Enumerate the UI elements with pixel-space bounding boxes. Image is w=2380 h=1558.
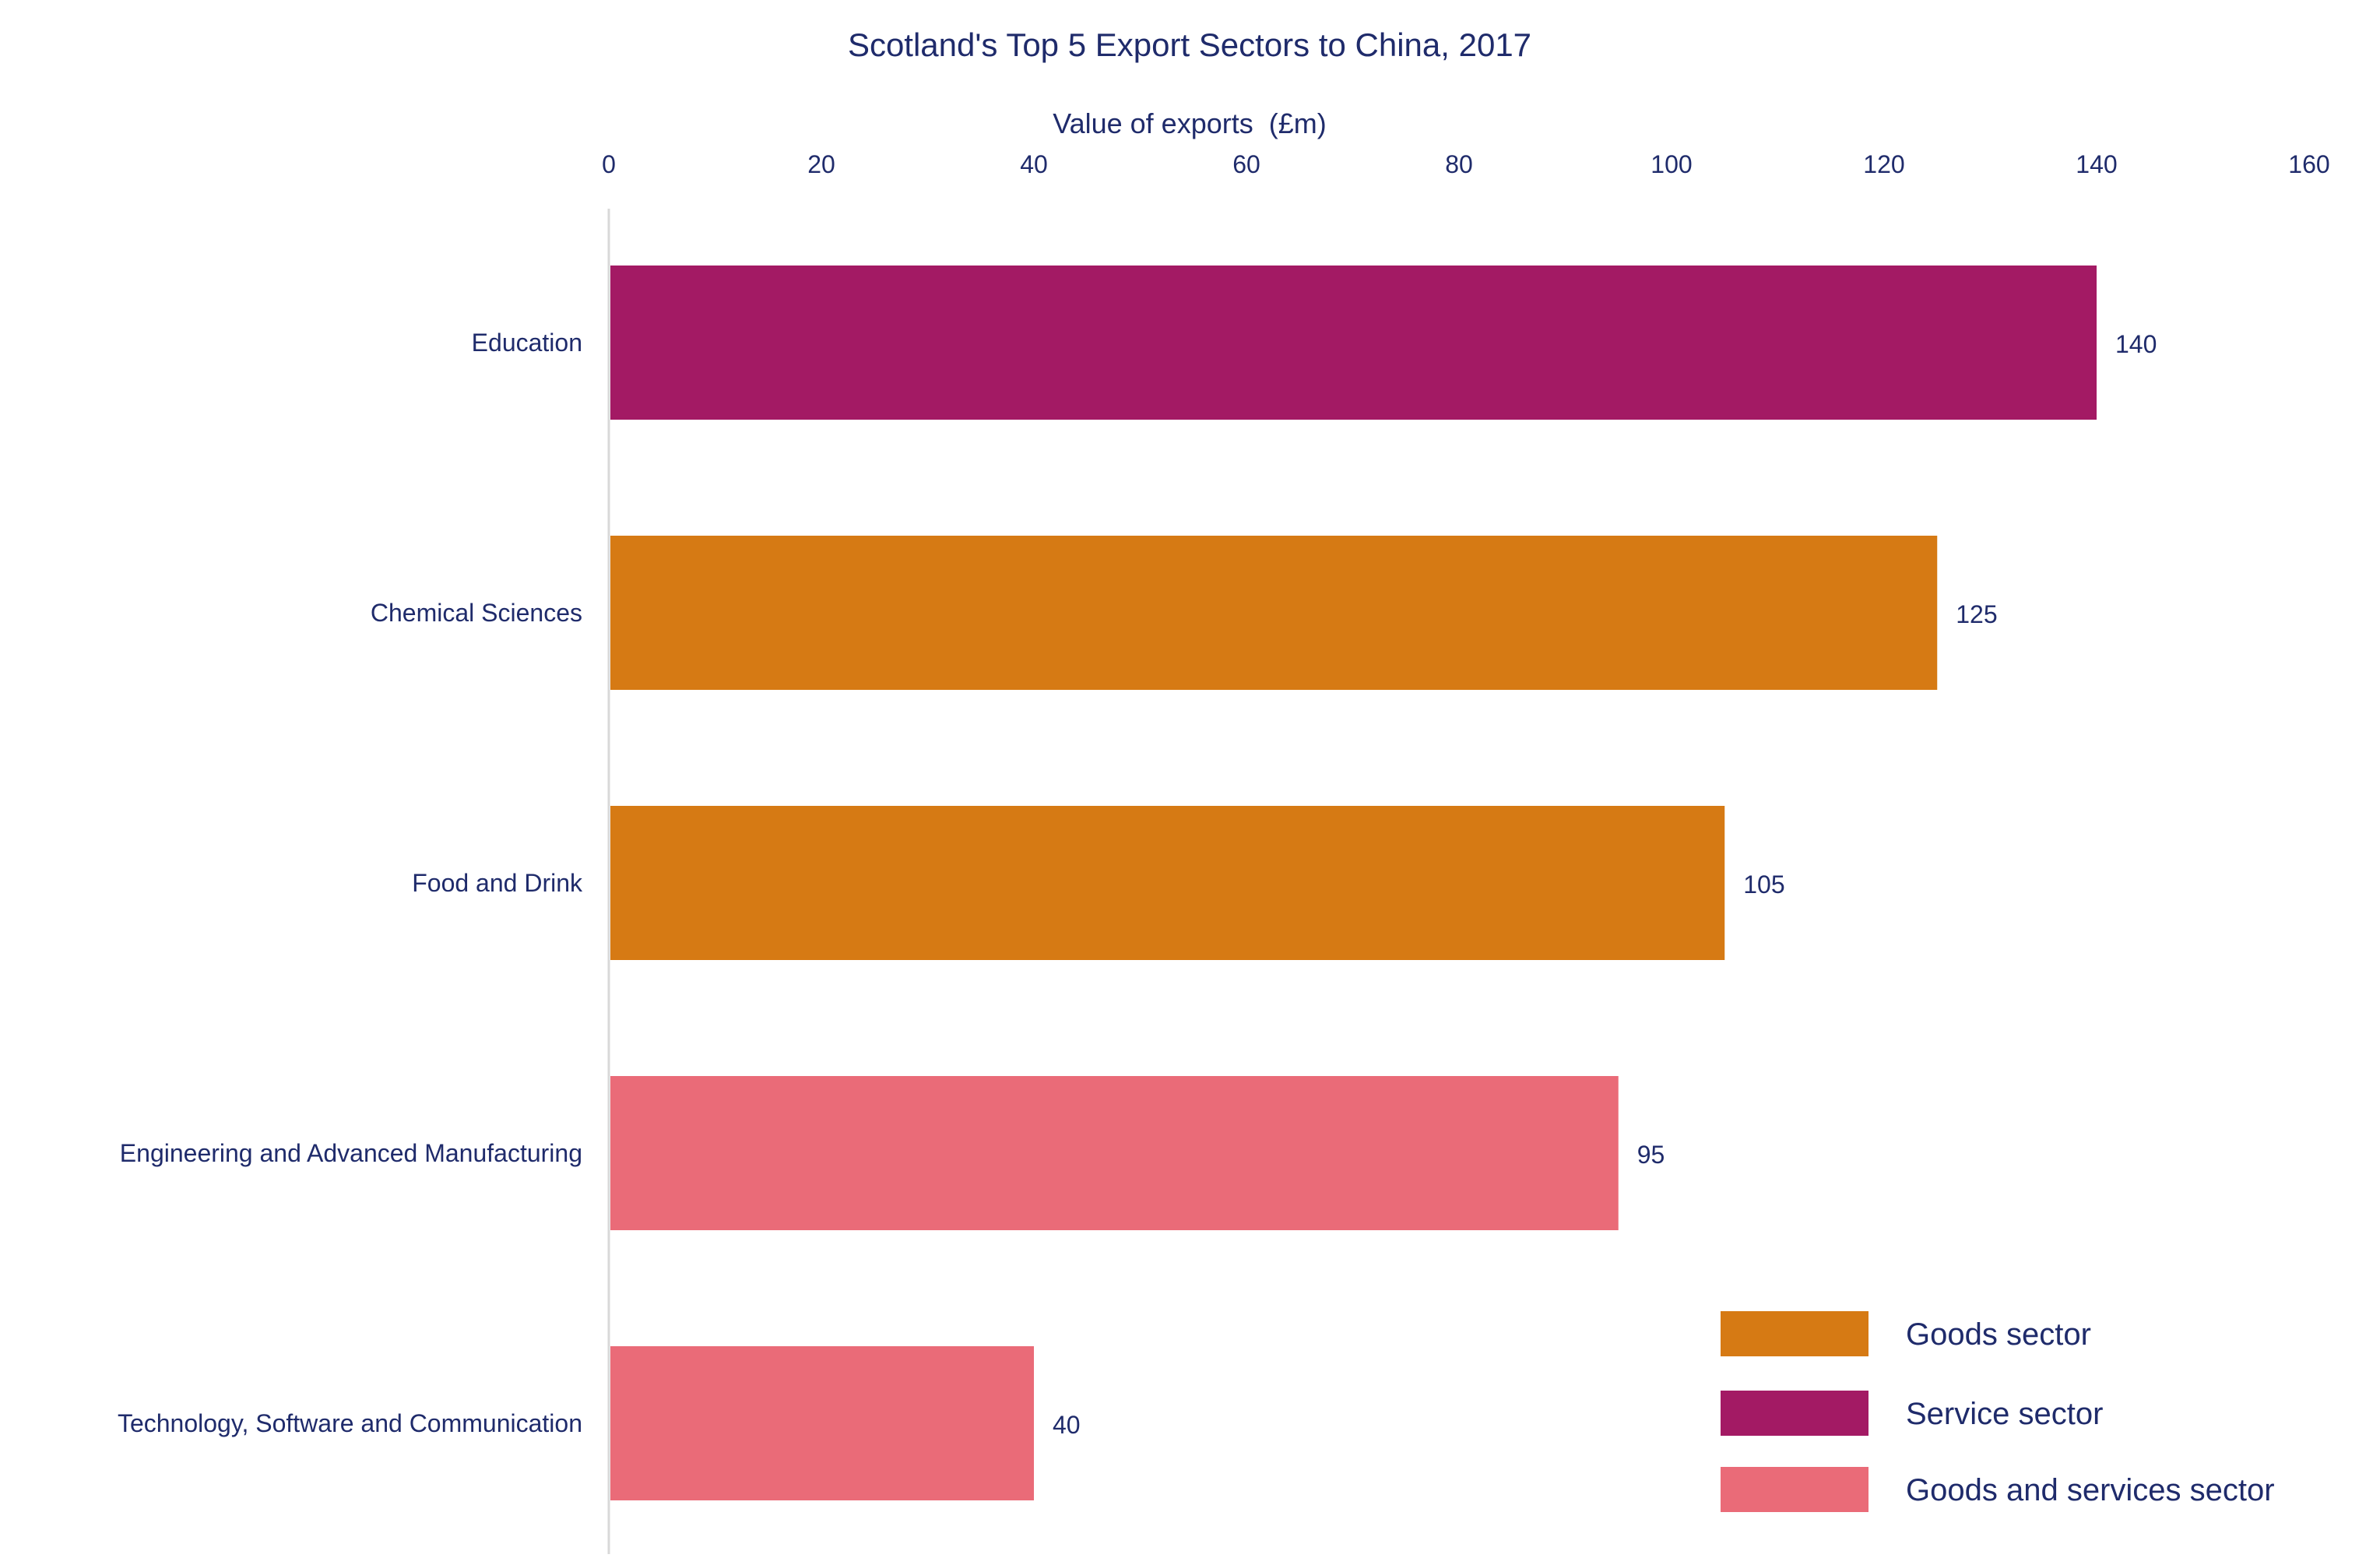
bar xyxy=(610,1076,1619,1230)
bar xyxy=(610,1346,1034,1500)
bar xyxy=(610,806,1725,960)
category-label: Food and Drink xyxy=(412,869,583,897)
data-label: 140 xyxy=(2115,330,2157,358)
category-labels: Education Chemical Sciences Food and Drink… xyxy=(118,329,583,1437)
bar xyxy=(610,266,2097,420)
data-label: 125 xyxy=(1956,600,1997,628)
legend-swatch xyxy=(1721,1467,1868,1512)
x-tick-label: 140 xyxy=(2076,150,2117,178)
x-axis-label: Value of exports (£m) xyxy=(1053,107,1326,139)
x-tick-label: 80 xyxy=(1445,150,1473,178)
category-label: Technology, Software and Communication xyxy=(118,1409,582,1437)
legend-label: Goods and services sector xyxy=(1906,1473,2275,1507)
bar xyxy=(610,536,1938,690)
x-tick-label: 40 xyxy=(1020,150,1048,178)
data-label: 95 xyxy=(1637,1141,1665,1169)
category-label: Chemical Sciences xyxy=(371,599,582,627)
legend-swatch xyxy=(1721,1311,1868,1356)
x-tick-label: 100 xyxy=(1651,150,1692,178)
chart-title: Scotland's Top 5 Export Sectors to China… xyxy=(848,26,1531,63)
data-label: 40 xyxy=(1053,1411,1081,1439)
data-label: 105 xyxy=(1743,870,1784,899)
x-tick-label: 20 xyxy=(807,150,835,178)
x-tick-label: 60 xyxy=(1232,150,1260,178)
legend-label: Goods sector xyxy=(1906,1317,2091,1352)
x-tick-label: 160 xyxy=(2288,150,2329,178)
x-tick-label: 0 xyxy=(602,150,616,178)
bars xyxy=(610,266,2097,1500)
x-tick-label: 120 xyxy=(1863,150,1904,178)
category-label: Education xyxy=(472,329,582,357)
category-label: Engineering and Advanced Manufacturing xyxy=(120,1139,582,1167)
legend: Goods sector Service sector Goods and serv… xyxy=(1721,1311,2275,1512)
x-axis-ticks: 0 20 40 60 80 100 120 140 160 xyxy=(602,150,2330,178)
legend-label: Service sector xyxy=(1906,1397,2103,1431)
legend-swatch xyxy=(1721,1391,1868,1436)
data-labels: 140 125 105 95 40 xyxy=(1053,330,2157,1439)
